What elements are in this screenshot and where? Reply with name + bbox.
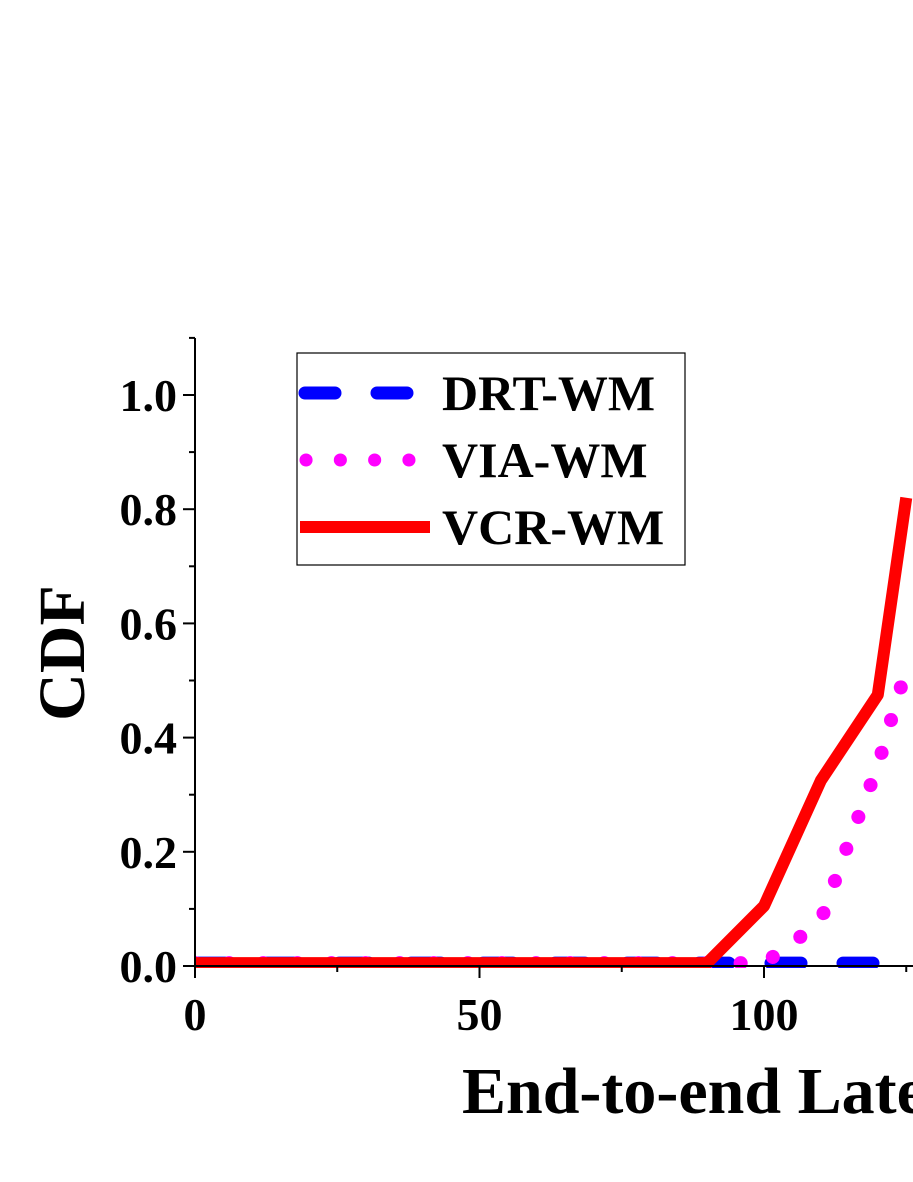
legend: DRT-WM VIA-WM VCR-WM: [296, 352, 686, 566]
x-tick-label: 0: [184, 989, 207, 1040]
series-layer: [195, 496, 913, 968]
x-tick-label: 100: [730, 989, 799, 1040]
y-axis-title: CDF: [26, 585, 99, 721]
x-tick-label: 50: [457, 989, 503, 1040]
series-line-via-wm: [195, 662, 913, 968]
y-tick-label: 1.0: [120, 370, 178, 421]
y-tick-label: 0.6: [120, 598, 178, 649]
x-axis-title: End-to-end Latency: [462, 1055, 913, 1128]
y-tick-label: 0.0: [120, 941, 178, 992]
series-line-vcr-wm: [195, 496, 913, 968]
legend-label-vcr-wm: VCR-WM: [442, 499, 664, 555]
legend-label-via-wm: VIA-WM: [442, 432, 648, 488]
y-tick-label: 0.2: [120, 827, 178, 878]
ticks: [183, 336, 908, 978]
legend-label-drt-wm: DRT-WM: [442, 365, 655, 421]
y-tick-label: 0.8: [120, 484, 178, 535]
y-tick-label: 0.4: [120, 713, 178, 764]
tick-labels: 0.0 0.2 0.4 0.6 0.8 1.0 0 50 100: [120, 370, 799, 1040]
axes: [194, 338, 913, 967]
